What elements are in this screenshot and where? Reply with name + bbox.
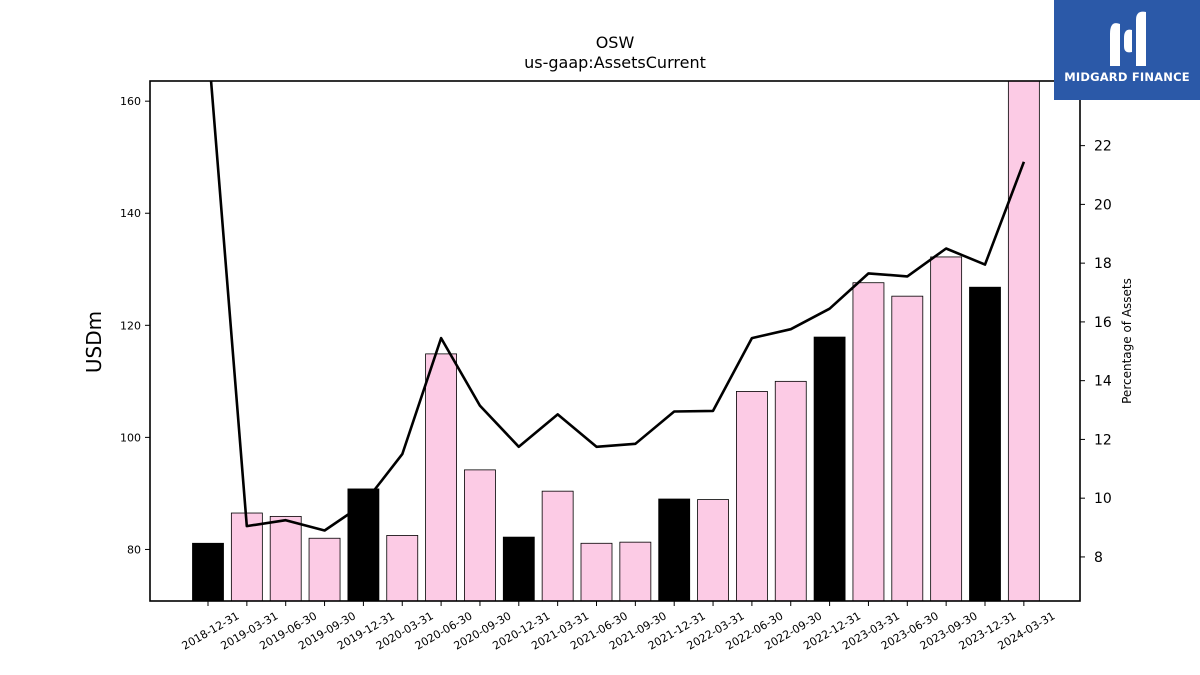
chart-title: OSW [596,33,635,52]
bar-2018-12-31 [192,542,224,602]
series-line [209,81,1026,532]
x-ticks: 2018-12-312019-03-312019-06-302019-09-30… [180,601,1057,653]
y-right-tick-label-16: 16 [1094,315,1112,331]
y-tick-label-140: 140 [120,207,141,220]
y-tick-label-100: 100 [120,431,141,444]
y-tick-label-120: 120 [120,319,141,332]
bar-2021-12-31 [658,498,691,602]
logo-text: MIDGARD FINANCE [1064,70,1190,84]
plot-frame [149,80,1081,602]
y-tick-label-80: 80 [127,543,141,556]
brand-logo: MIDGARD FINANCE [1054,0,1200,100]
y-ticks-right: 8 10 12 14 16 18 20 22 [1080,139,1112,566]
bar-2021-06-30 [580,542,613,602]
y-right-tick-label-22: 22 [1094,139,1112,155]
bar-2021-09-30 [619,541,652,602]
chart-subtitle: us-gaap:AssetsCurrent [524,53,706,72]
bar-2019-12-31 [347,488,380,602]
bar-2023-09-30 [930,256,963,602]
bar-2022-12-31 [813,336,846,602]
bar-2020-03-31 [386,535,419,602]
y-axis-label: USDm [82,311,106,373]
bar-2023-12-31 [969,286,1001,602]
bar-2022-06-30 [736,391,768,602]
y-axis-right-label: Percentage of Assets [1120,278,1134,404]
y-right-tick-label-18: 18 [1094,256,1112,272]
y-ticks-left: 80 100 120 140 160 [120,95,150,556]
logo-mark-icon [1110,11,1146,66]
bar-2024-03-31 [1007,80,1040,602]
y-right-tick-label-8: 8 [1094,550,1103,566]
bar-2020-09-30 [464,469,496,602]
line-group [209,81,1026,532]
bar-2019-03-31 [230,512,263,602]
bar-2020-12-31 [502,536,535,602]
bar-2019-06-30 [269,515,302,602]
y-right-tick-label-20: 20 [1094,197,1112,213]
y-right-tick-label-12: 12 [1094,432,1112,448]
bar-2022-09-30 [774,380,807,602]
bars-group [192,80,1040,602]
bar-2021-03-31 [541,490,574,602]
y-right-tick-label-10: 10 [1094,491,1112,507]
bar-2023-06-30 [891,295,924,602]
y-tick-label-160: 160 [120,95,141,108]
bar-2020-06-30 [425,353,458,602]
y-right-tick-label-14: 14 [1094,374,1112,390]
bar-2023-03-31 [852,282,885,602]
bar-2019-09-30 [308,537,341,602]
bar-2022-03-31 [697,499,729,602]
